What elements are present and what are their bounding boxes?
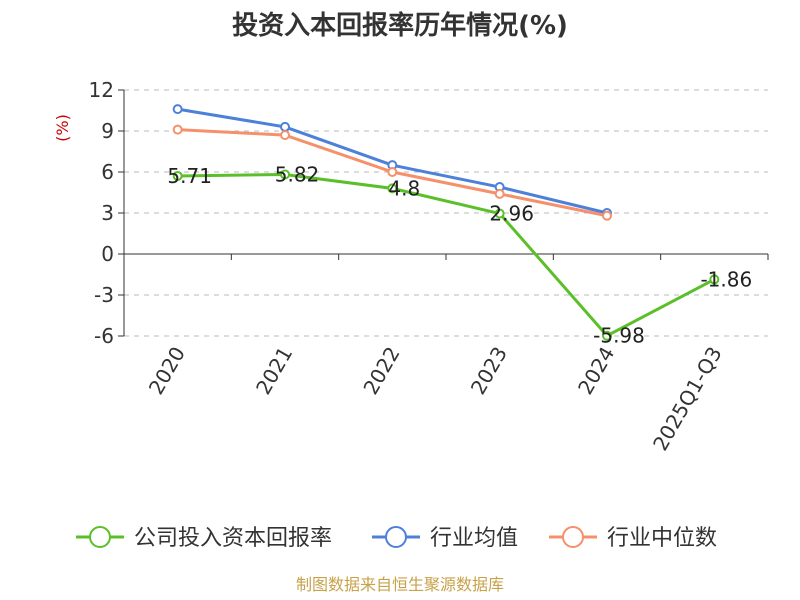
axes: 12 9 6 3 0 -3 -6 2020 2021 2022 2023 2024 2025Q1-Q3 [89,78,769,455]
legend[interactable]: 公司投入资本回报率 行业均值 行业中位数 [76,526,717,551]
x-tick-label: 2021 [251,343,297,399]
legend-label: 公司投入资本回报率 [134,526,332,551]
x-tick-label: 2025Q1-Q3 [648,343,727,455]
y-tick-label: 3 [101,201,114,225]
legend-label: 行业均值 [430,526,518,551]
data-point [280,130,290,141]
y-tick-label: 9 [101,119,114,143]
x-tick-label: 2022 [358,343,404,399]
data-point [709,274,720,285]
legend-item[interactable]: 公司投入资本回报率 [76,526,332,551]
y-tick-label: -3 [94,283,114,307]
data-point [387,183,398,194]
x-tick-label: 2023 [466,342,512,398]
series-lines [172,104,720,341]
x-tick-label: 2024 [573,343,619,399]
y-tick-label: 0 [101,242,114,266]
data-label: -5.98 [593,324,645,348]
data-point [172,104,183,115]
data-label: -1.86 [700,267,752,291]
data-label: 2.96 [489,202,534,226]
legend-marker [89,526,111,548]
legend-item[interactable]: 行业中位数 [549,526,717,551]
data-point [602,330,612,341]
source-note: 制图数据来自恒生聚源数据库 [296,575,504,594]
legend-item[interactable]: 行业均值 [372,526,518,551]
x-tick-label: 2020 [144,343,190,399]
data-point [494,208,505,219]
data-point [172,170,183,181]
y-tick-label: 12 [89,78,114,102]
y-tick-label: -6 [94,324,114,348]
data-label: 5.71 [167,164,212,188]
data-point [172,124,183,135]
data-label: 5.82 [275,162,320,186]
y-tick-label: 6 [101,160,114,184]
data-point [494,188,505,199]
grid-lines [124,89,768,337]
data-point [602,210,612,221]
series-line [177,172,716,338]
legend-label: 行业中位数 [607,526,717,551]
data-point [280,121,290,132]
data-point [280,169,290,180]
legend-marker [562,526,584,548]
data-point [387,167,398,177]
data-labels: 5.71 5.82 4.8 2.96 -5.98 -1.86 [167,162,752,347]
y-axis-unit: (%) [53,114,72,142]
chart-title: 投资入本回报率历年情况(%) [232,10,568,41]
data-label: 4.8 [388,176,420,200]
legend-marker [385,526,407,548]
